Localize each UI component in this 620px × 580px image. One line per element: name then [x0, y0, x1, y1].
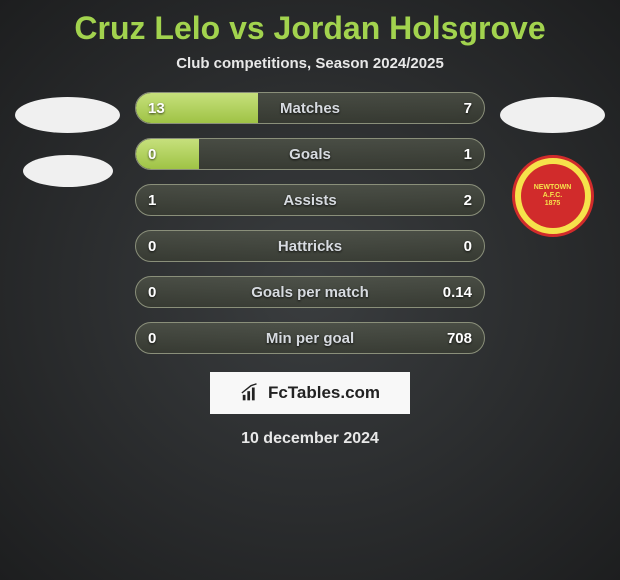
page-title: Cruz Lelo vs Jordan Holsgrove	[74, 10, 545, 47]
stat-label: Assists	[283, 192, 336, 209]
crest-text: NEWTOWNA.F.C.1875	[521, 164, 585, 228]
left-player-avatar	[15, 97, 120, 133]
stat-bar: 13 Matches 7	[135, 92, 485, 124]
stat-label: Goals	[289, 146, 331, 163]
main-row: 13 Matches 7 0 Goals 1 1 Assists 2 0 Hattricks 0 0 Go…	[0, 92, 620, 354]
stat-value-right: 1	[464, 146, 472, 163]
stat-value-right: 0.14	[443, 284, 472, 301]
chart-icon	[240, 383, 262, 403]
right-club-crest: NEWTOWNA.F.C.1875	[512, 155, 594, 237]
stat-value-right: 0	[464, 238, 472, 255]
comparison-page: Cruz Lelo vs Jordan Holsgrove Club compe…	[0, 0, 620, 580]
stat-label: Hattricks	[278, 238, 342, 255]
stat-value-right: 7	[464, 100, 472, 117]
stat-value-left: 13	[148, 100, 165, 117]
right-player-col: NEWTOWNA.F.C.1875	[495, 92, 610, 237]
stat-fill-left	[136, 139, 199, 169]
stat-bar: 1 Assists 2	[135, 184, 485, 216]
stat-label: Goals per match	[251, 284, 369, 301]
stat-value-left: 0	[148, 146, 156, 163]
stat-value-left: 0	[148, 238, 156, 255]
page-subtitle: Club competitions, Season 2024/2025	[176, 55, 444, 72]
stat-value-left: 0	[148, 284, 156, 301]
stat-value-right: 708	[447, 330, 472, 347]
stat-label: Matches	[280, 100, 340, 117]
date-text: 10 december 2024	[241, 430, 379, 448]
stat-bar: 0 Goals per match 0.14	[135, 276, 485, 308]
brand-text: FcTables.com	[268, 383, 380, 403]
stat-bar: 0 Hattricks 0	[135, 230, 485, 262]
brand-badge[interactable]: FcTables.com	[210, 372, 410, 414]
stat-value-right: 2	[464, 192, 472, 209]
stat-value-left: 1	[148, 192, 156, 209]
stat-bar: 0 Goals 1	[135, 138, 485, 170]
stat-label: Min per goal	[266, 330, 354, 347]
stat-value-left: 0	[148, 330, 156, 347]
left-player-col	[10, 92, 125, 187]
right-player-avatar	[500, 97, 605, 133]
stat-bar: 0 Min per goal 708	[135, 322, 485, 354]
stats-column: 13 Matches 7 0 Goals 1 1 Assists 2 0 Hattricks 0 0 Go…	[135, 92, 485, 354]
left-club-crest	[23, 155, 113, 187]
